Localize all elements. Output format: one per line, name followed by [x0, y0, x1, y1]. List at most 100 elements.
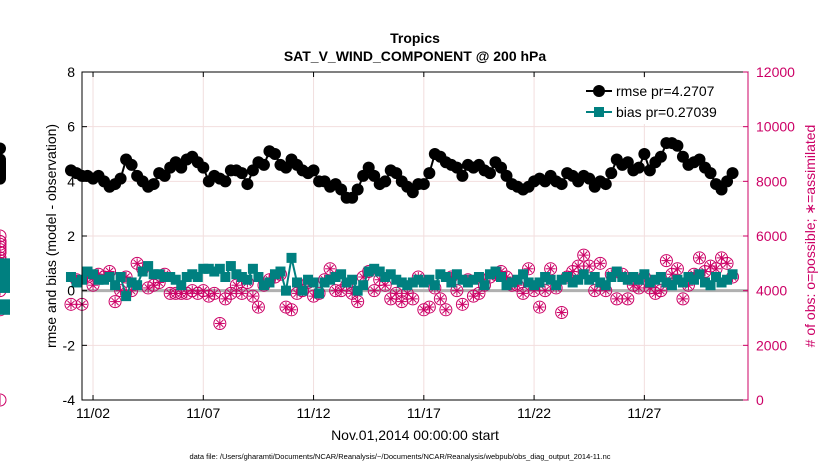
bias-point [369, 263, 380, 274]
y-tick-label: 4 [67, 173, 75, 189]
rmse-point [638, 148, 651, 160]
bias-point [512, 274, 523, 285]
chart-title: Tropics [390, 30, 440, 46]
rmse-point [114, 172, 127, 185]
bias-point [264, 277, 275, 288]
obs-assimilated-marker [458, 300, 467, 309]
bias-point [297, 285, 308, 296]
obs-point [0, 234, 7, 248]
obs-point [251, 300, 265, 314]
rmse-point [605, 167, 618, 180]
bias-point [110, 280, 121, 291]
bias-point [71, 277, 82, 288]
obs-possible-marker [433, 292, 447, 306]
obs-point [0, 251, 7, 265]
obs-assimilated-marker [662, 256, 671, 265]
obs-point [0, 393, 7, 407]
obs-assimilated-marker [612, 294, 621, 303]
legend-bias-marker [594, 107, 604, 117]
bias-point [677, 277, 688, 288]
obs-possible-marker [455, 297, 469, 311]
bias-point [292, 277, 303, 288]
rmse-point [726, 167, 739, 180]
obs-point [433, 292, 447, 306]
x-axis: 11/02 11/07 11/12 11/17 11/22 11/27 [76, 72, 662, 421]
bias-point [286, 252, 297, 263]
x-tick-label: 11/07 [186, 405, 220, 421]
obs-point [351, 295, 365, 309]
bias-point [347, 274, 358, 285]
obs-possible-marker [422, 300, 436, 314]
obs-assimilated-marker [546, 264, 555, 273]
bias-point [435, 269, 446, 280]
obs-point [439, 303, 453, 317]
x-tick-label: 11/02 [76, 405, 110, 421]
bias-point [496, 272, 507, 282]
bias-point [727, 269, 738, 280]
obs-point [516, 286, 530, 300]
bias-point [352, 285, 363, 296]
y-axis-label: rmse and bias (model - observation) [43, 124, 59, 348]
obs-possible-marker [0, 393, 7, 407]
obs-possible-marker [406, 292, 420, 306]
obs-possible-marker [555, 306, 569, 320]
obs-possible-marker [522, 262, 536, 276]
bias-point [545, 274, 556, 285]
bias-point [380, 272, 391, 282]
bias-point [104, 272, 115, 282]
bias-point [214, 263, 225, 274]
bias-point [358, 280, 369, 291]
bias-point [716, 277, 727, 288]
bias-point [330, 272, 341, 282]
bias-point [314, 288, 325, 299]
legend-bias-label: bias pr=0.27039 [616, 104, 717, 120]
bias-point [258, 280, 269, 291]
bias-point [540, 272, 551, 282]
bias-point [181, 272, 192, 282]
obs-assimilated-marker [519, 289, 527, 298]
bias-point [518, 269, 529, 280]
bias-point [176, 280, 187, 291]
obs-possible-marker [213, 316, 227, 330]
y2-tick-label: 2000 [756, 337, 787, 353]
bias-point [639, 269, 650, 280]
bias-point [617, 272, 628, 282]
obs-possible-marker [593, 256, 607, 270]
obs-point [207, 286, 221, 300]
obs-possible-marker [588, 284, 602, 298]
obs-point [0, 229, 7, 243]
obs-point [621, 292, 635, 306]
bias-point [192, 272, 203, 282]
bias-point [187, 269, 198, 280]
bias-point [203, 263, 214, 274]
y2-tick-label: 8000 [756, 173, 787, 189]
bias-point [407, 277, 418, 288]
bias-point [490, 266, 501, 277]
obs-assimilated-marker [425, 303, 434, 311]
obs-possible-marker [0, 243, 7, 257]
obs-assimilated-marker [723, 259, 731, 268]
y2-axis: 0 2000 4000 6000 8000 10000 12000 [743, 64, 795, 408]
rmse-point [235, 167, 248, 180]
bias-point [683, 272, 694, 282]
legend-box [582, 78, 742, 124]
bias-point [562, 272, 573, 282]
obs-possible-marker [367, 284, 381, 298]
obs-possible-marker [610, 292, 624, 306]
legend-rmse-marker [593, 85, 605, 97]
x-tick-label: 11/22 [517, 405, 551, 421]
bias-point [303, 274, 314, 285]
bias-point [231, 269, 242, 280]
obs-point [593, 256, 607, 270]
bias-point [0, 299, 10, 310]
obs-point [450, 284, 464, 298]
bias-point [385, 269, 396, 280]
rmse-point [417, 178, 430, 191]
bias-point [523, 277, 534, 288]
bias-point [666, 280, 677, 291]
bias-point [655, 272, 666, 282]
y2-tick-label: 4000 [756, 283, 787, 299]
bias-point [137, 266, 148, 277]
obs-assimilated-marker [475, 289, 483, 298]
